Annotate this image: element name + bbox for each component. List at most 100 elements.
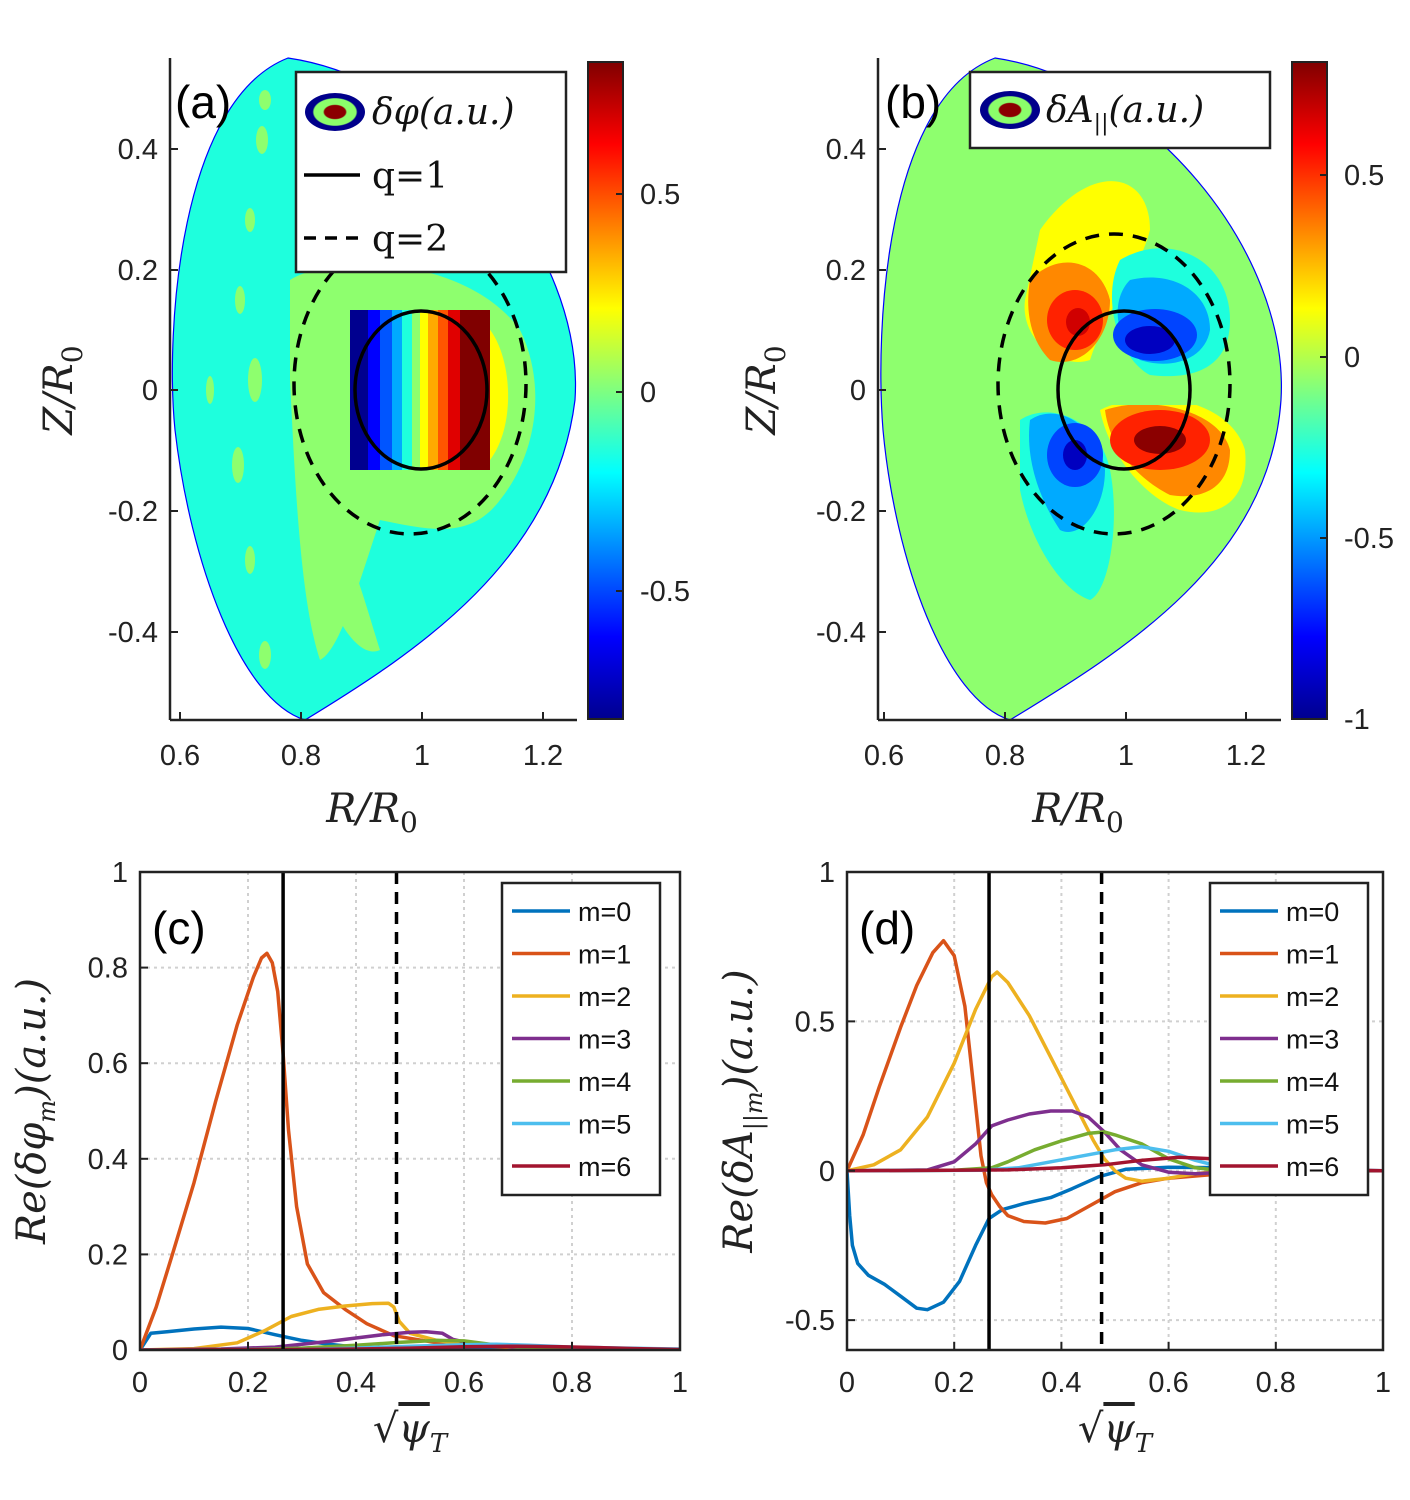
legend-label: m=1 (578, 940, 631, 970)
panel-c: 0 0.2 0.4 0.6 0.8 100.20.40.60.81(c)√ψTRe(δφm… (9, 857, 688, 1459)
sqrt-symbol: √ (373, 1406, 399, 1452)
y-tick-label: -0.5 (785, 1305, 835, 1337)
x-tick-label: 1 (672, 1367, 688, 1399)
y-label-prefix: Re(δφ (9, 1123, 55, 1245)
y-tick-label: 0.5 (795, 1006, 835, 1038)
y-tick-label: 0.2 (88, 1239, 128, 1271)
contour-dphi (206, 90, 536, 669)
series-line-m=2 (847, 970, 1383, 1183)
legend-d: m=0 m=1 m=2 m=3 m=4 m=5 m=6 (1208, 881, 1370, 1197)
y-tick-label: 0 (112, 1335, 128, 1367)
colorbar-a: 0.5 0 -0.5 (587, 61, 690, 720)
contour-legend-icon (305, 93, 365, 131)
legend-label: m=2 (1286, 982, 1339, 1012)
psi-symbol: ψ (398, 1406, 430, 1452)
x-tick-label: 0.8 (281, 740, 321, 772)
panel-d: 0 0.2 0.4 0.6 0.8 1-0.500.51(d)√ψTRe(δA||m)(a… (716, 857, 1391, 1459)
legend-label: m=1 (1286, 940, 1339, 970)
y-tick-label: 0.4 (118, 134, 158, 166)
legend-label: m=3 (1286, 1025, 1339, 1055)
legend-q2-label: q=2 (372, 219, 448, 260)
y-tick-label: 0.2 (826, 255, 866, 287)
x-tick-label: 0.6 (160, 740, 200, 772)
colorbar-tick-label: -0.5 (640, 576, 690, 608)
legend-b: δA||(a.u.) (968, 70, 1272, 150)
x-tick-label: 0.2 (228, 1367, 268, 1399)
x-tick-label: 0.6 (864, 740, 904, 772)
colorbar-tick-label: 0 (1344, 342, 1360, 374)
x-tick-label: 0.2 (934, 1367, 974, 1399)
y-tick-label: 0.8 (88, 953, 128, 985)
y-tick-label: -0.4 (816, 617, 866, 649)
y-tick-label: -0.4 (108, 617, 158, 649)
x-tick-label: 1 (414, 740, 430, 772)
legend-label: m=6 (1286, 1152, 1339, 1182)
legend-field-label: δA||(a.u.) (1046, 90, 1204, 136)
y-axis-label-d: Re(δA||m)(a.u.) (716, 969, 769, 1253)
x-tick-label: 0.4 (336, 1367, 376, 1399)
panel-label-b: (b) (885, 76, 941, 128)
panel-b: 0.6 0.8 1 1.2 0.4 0.2 0 -0.2 -0.4 (b) R/… (739, 57, 1394, 839)
colorbar-tick-label: -1 (1344, 704, 1370, 736)
x-tick-label: 0.8 (1256, 1367, 1296, 1399)
y-label-suffix: )(a.u.) (716, 969, 762, 1092)
y-tick-label: 1 (819, 857, 835, 889)
x-tick-label: 0.8 (985, 740, 1025, 772)
legend-label: m=5 (578, 1110, 631, 1140)
x-tick-label: 1 (1118, 740, 1134, 772)
y-axis-label-a: Z/R0 (36, 345, 89, 436)
sqrt-symbol: √ (1078, 1406, 1104, 1452)
x-ticks-b: 0.6 0.8 1 1.2 (864, 712, 1266, 772)
x-axis-label-a: R/R0 (325, 786, 418, 839)
contour-dapar (1020, 181, 1246, 600)
q2-contour-b (996, 232, 1232, 536)
legend-label: m=4 (1286, 1067, 1339, 1097)
y-label-suffix: )(a.u.) (9, 978, 55, 1101)
y-tick-label: 0.2 (118, 255, 158, 287)
legend-field-label: δφ(a.u.) (372, 92, 515, 133)
psi-subscript: T (430, 1429, 449, 1459)
colorbar-b: 0.5 0 -0.5 -1 (1291, 61, 1394, 736)
psi-subscript: T (1135, 1429, 1154, 1459)
q1-contour-a (353, 309, 489, 471)
colorbar-tick-label: 0 (640, 377, 656, 409)
panel-label-a: (a) (175, 76, 231, 128)
series-line-m=3 (847, 1109, 1383, 1176)
y-ticks-a: 0.4 0.2 0 -0.2 -0.4 (108, 134, 178, 649)
series-line-m=0 (847, 1165, 1383, 1312)
y-tick-label: 0 (142, 375, 158, 407)
y-label-subscript: m (33, 1100, 61, 1123)
legend-label: m=2 (578, 982, 631, 1012)
panel-label-c: (c) (152, 902, 206, 954)
x-tick-label: 0 (839, 1367, 855, 1399)
x-axis-label-d: √ψT (1078, 1406, 1154, 1459)
y-label-subscript: ||m (740, 1091, 769, 1130)
x-tick-label: 0.8 (552, 1367, 592, 1399)
y-tick-label: 0.6 (88, 1048, 128, 1080)
y-tick-label: 0 (819, 1156, 835, 1188)
legend-label: m=0 (578, 897, 631, 927)
legend-label: m=3 (578, 1025, 631, 1055)
panel-label-d: (d) (859, 902, 915, 954)
x-axis-label-b: R/R0 (1031, 786, 1124, 839)
x-tick-label: 1 (1375, 1367, 1391, 1399)
colorbar-tick-label: -0.5 (1344, 523, 1394, 555)
colorbar-tick-label: 0.5 (640, 179, 680, 211)
y-tick-label: 0.4 (88, 1144, 128, 1176)
x-ticks-a: 0.6 0.8 1 1.2 (160, 712, 563, 772)
legend-a: δφ(a.u.) q=1 q=2 (294, 70, 568, 274)
x-tick-label: 0.4 (1041, 1367, 1081, 1399)
x-tick-label: 1.2 (523, 740, 563, 772)
y-ticks-b: 0.4 0.2 0 -0.2 -0.4 (816, 134, 886, 649)
y-tick-label: -0.2 (816, 496, 866, 528)
y-tick-label: 1 (112, 857, 128, 889)
legend-label: m=6 (578, 1152, 631, 1182)
x-tick-label: 0.6 (1148, 1367, 1188, 1399)
contour-legend-icon (980, 91, 1040, 129)
panel-a: 0.6 0.8 1 1.2 0.4 0.2 0 -0.2 -0.4 (a) R/… (36, 57, 690, 839)
axes-box (138, 870, 682, 1352)
legend-label: m=4 (578, 1067, 631, 1097)
y-tick-label: 0 (850, 375, 866, 407)
y-label-prefix: Re(δA (716, 1130, 762, 1253)
x-tick-label: 0.6 (444, 1367, 484, 1399)
